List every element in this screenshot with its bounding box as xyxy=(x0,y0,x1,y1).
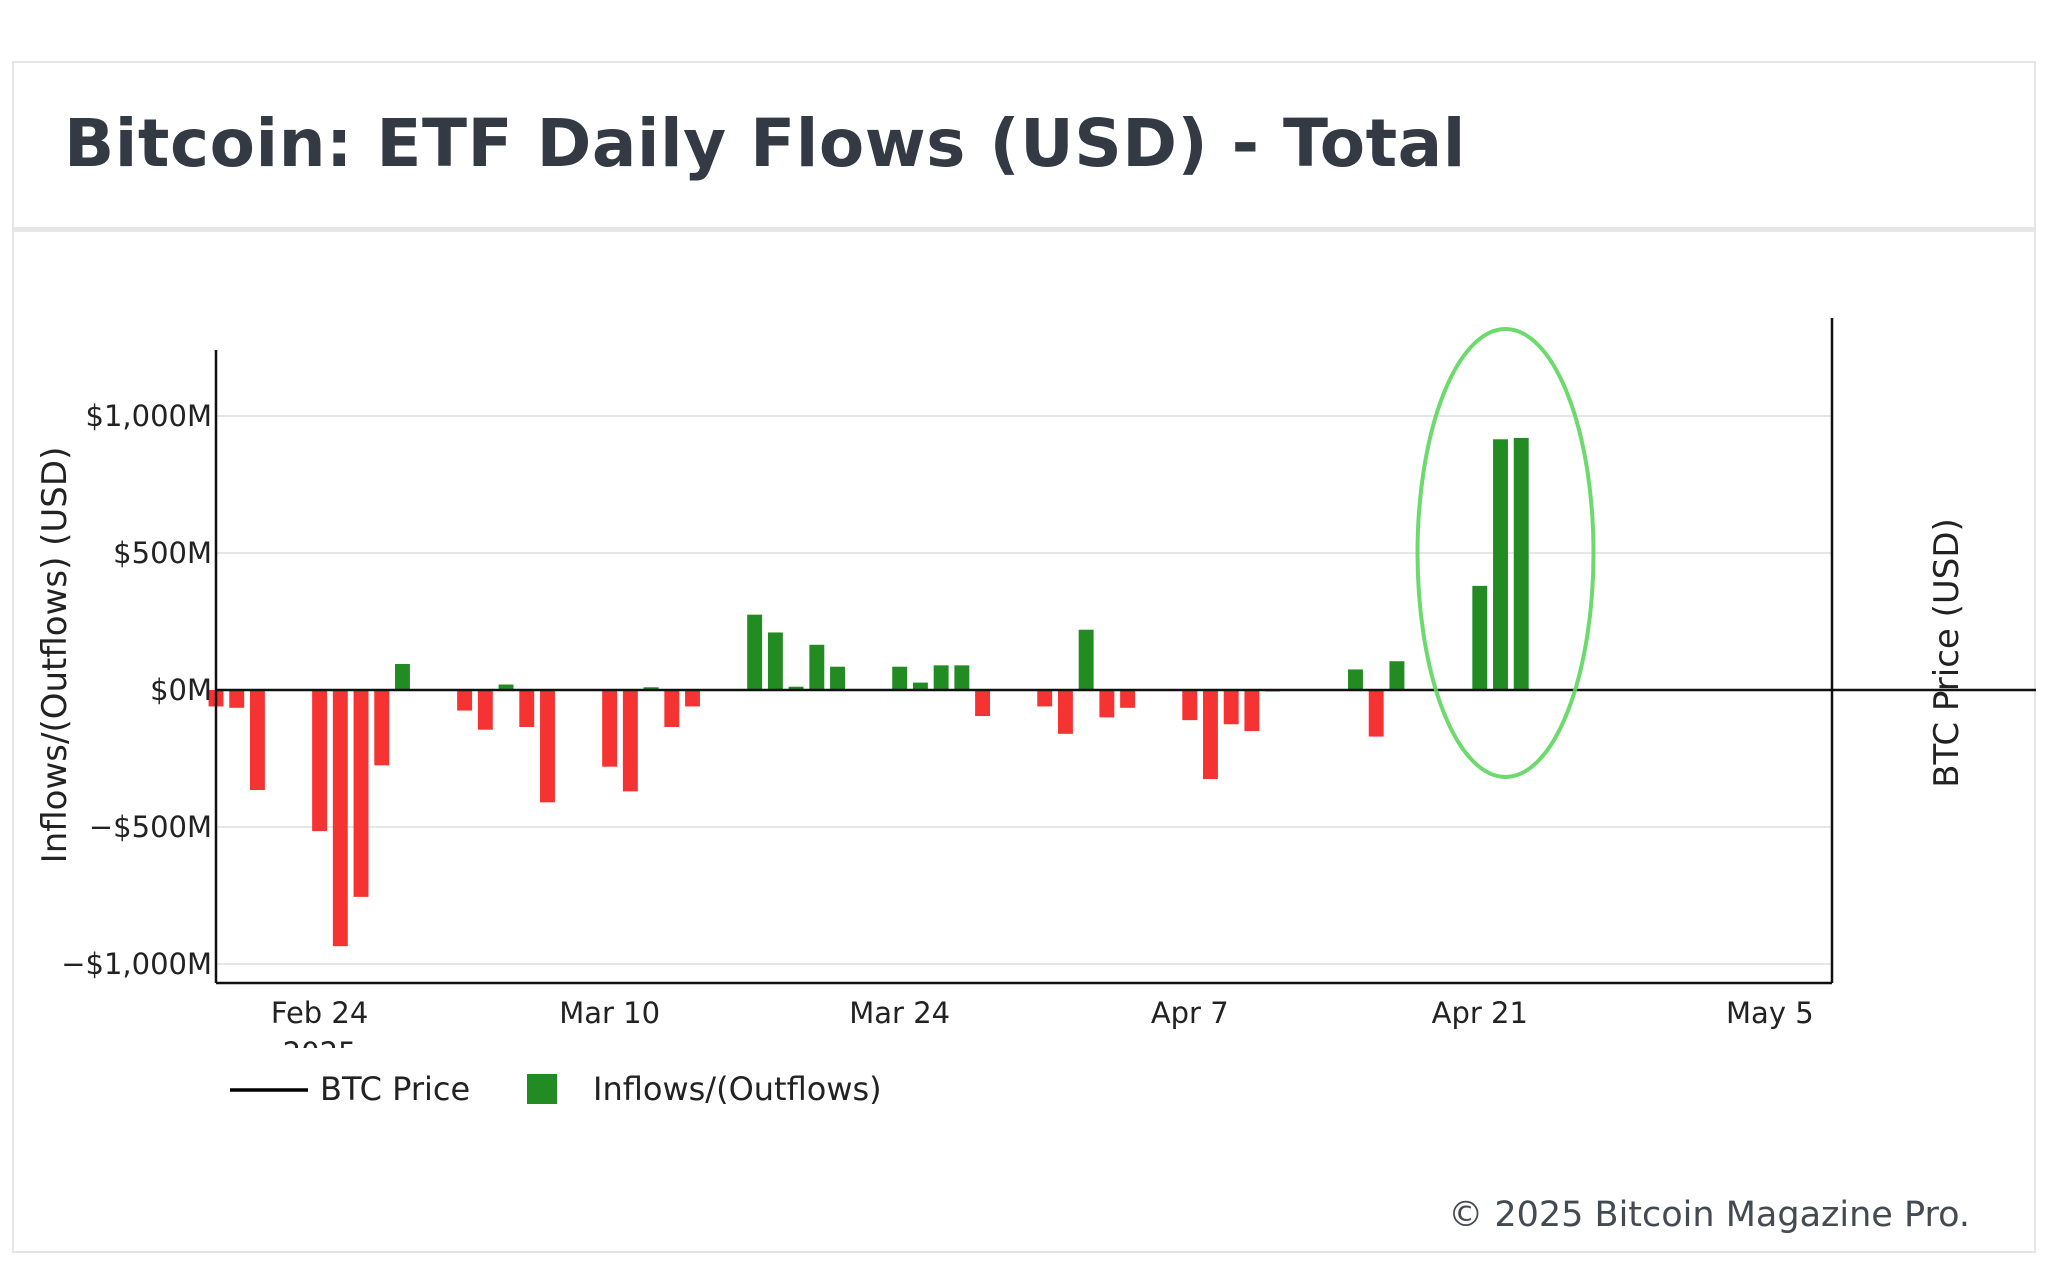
outflow-bar xyxy=(457,690,473,711)
legend-label-flows: Inflows/(Outflows) xyxy=(593,1070,882,1108)
inflow-bar xyxy=(809,644,825,690)
inflow-bar xyxy=(830,666,845,690)
copyright-credit: © 2025 Bitcoin Magazine Pro. xyxy=(1448,1195,1970,1235)
outflow-bar xyxy=(1099,690,1115,718)
left-tick-label: −$500M xyxy=(89,810,212,844)
inflow-bar xyxy=(767,632,783,690)
outflow-bar xyxy=(1057,690,1073,734)
x-tick-year-label: 2025 xyxy=(283,1036,357,1070)
x-tick-label: Feb 24 xyxy=(271,996,368,1030)
left-tick-label: $1,000M xyxy=(86,399,213,433)
inflow-bar xyxy=(1078,629,1094,690)
outflow-bar xyxy=(312,690,328,832)
x-tick-label: Apr 21 xyxy=(1432,996,1528,1030)
outflow-bar xyxy=(332,690,348,947)
legend-label-btc-price: BTC Price xyxy=(320,1070,470,1108)
x-tick-label: Apr 7 xyxy=(1151,996,1229,1030)
inflow-bar xyxy=(1493,439,1508,690)
chart-title: Bitcoin: ETF Daily Flows (USD) - Total xyxy=(64,105,1466,182)
outflow-bar xyxy=(664,690,680,727)
x-tick-label: Mar 24 xyxy=(849,996,950,1030)
outflow-bar xyxy=(1120,690,1136,708)
outflow-bar xyxy=(229,690,245,708)
card-header: Bitcoin: ETF Daily Flows (USD) - Total xyxy=(14,63,2034,232)
legend[interactable]: BTC Price Inflows/(Outflows) xyxy=(230,1070,882,1108)
outflow-bar xyxy=(249,690,265,791)
outflow-bar xyxy=(1368,690,1384,737)
outflow-bar xyxy=(1203,690,1218,780)
outflow-bar xyxy=(685,690,700,707)
right-axis-title: BTC Price (USD) xyxy=(1927,518,1967,788)
outflow-bar xyxy=(1037,690,1053,707)
inflow-bar xyxy=(1472,585,1488,690)
inflow-bar xyxy=(933,665,949,690)
inflow-bar xyxy=(395,663,410,690)
highlight-annotation xyxy=(1415,327,1596,779)
inflow-bar xyxy=(498,684,514,690)
left-tick-label: −$1,000M xyxy=(61,947,212,981)
inflow-bar xyxy=(788,686,804,690)
legend-bar-swatch xyxy=(527,1074,557,1104)
inflow-bar xyxy=(892,666,908,690)
axes xyxy=(214,318,2036,985)
outflow-bar xyxy=(519,690,535,727)
x-tick-label: Mar 10 xyxy=(559,996,660,1030)
gridlines xyxy=(216,415,1832,965)
outflow-bar xyxy=(353,690,369,897)
outflow-bar xyxy=(1223,690,1239,725)
left-axis-title: Inflows/(Outflows) (USD) xyxy=(35,447,75,864)
outflow-bar xyxy=(602,690,618,767)
highlight-ellipse xyxy=(1415,327,1596,779)
outflow-bar xyxy=(1182,690,1198,721)
inflow-bar xyxy=(1348,669,1363,690)
inflow-bar xyxy=(954,665,970,690)
flow-bars xyxy=(208,437,1529,947)
outflow-bar xyxy=(622,690,638,792)
outflow-bar xyxy=(374,690,390,766)
left-tick-label: $0M xyxy=(150,673,212,707)
outflow-bar xyxy=(540,690,555,803)
axis-labels: −$1,000M−$500M$0M$500M$1,000M$40k$50k$60… xyxy=(35,399,1967,1070)
inflow-bar xyxy=(747,614,763,690)
inflow-bar xyxy=(643,687,659,690)
outflow-bar xyxy=(975,690,991,717)
inflow-bar xyxy=(1389,661,1405,690)
outflow-bar xyxy=(1244,690,1260,732)
left-tick-label: $500M xyxy=(113,536,212,570)
inflow-bar xyxy=(1513,437,1529,690)
chart-card: Bitcoin: ETF Daily Flows (USD) - Total ©… xyxy=(12,61,2036,1253)
outflow-bar xyxy=(477,690,493,730)
inflow-bar xyxy=(912,682,928,690)
x-tick-label: May 5 xyxy=(1726,996,1814,1030)
